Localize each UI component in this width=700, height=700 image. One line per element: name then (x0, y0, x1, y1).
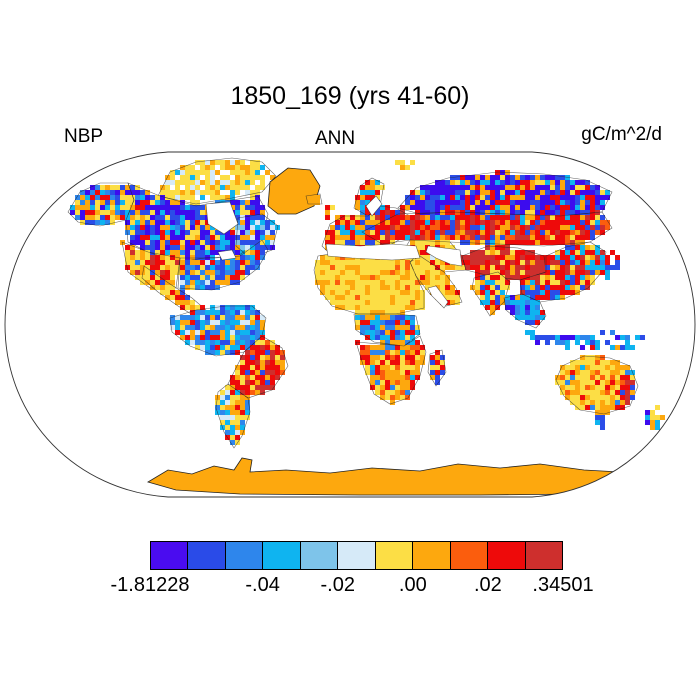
colorbar (150, 541, 563, 570)
region-brazil (230, 335, 285, 400)
colorbar-segment (151, 542, 188, 569)
colorbar-segment (262, 542, 300, 569)
region-new-zealand (645, 405, 665, 430)
region-siberia-north (400, 170, 610, 215)
plot-title: 1850_169 (yrs 41-60) (230, 82, 470, 110)
colorbar-segment (487, 542, 525, 569)
region-svalbard (395, 160, 415, 170)
colorbar-tick-label: .02 (474, 574, 502, 596)
region-tasmania (595, 415, 605, 430)
region-us-east (180, 240, 265, 290)
colorbar-tick-label: -.04 (245, 574, 280, 596)
colorbar-segment (299, 542, 338, 569)
region-africa-south (355, 340, 425, 405)
colorbar-tick-label: -1.81228 (110, 574, 190, 596)
units-label: gC/m^2/d (581, 124, 662, 145)
lake-caspian-black-sea (425, 245, 463, 267)
region-alaska (70, 185, 135, 225)
variable-label: NBP (64, 126, 104, 147)
colorbar-segment (449, 542, 488, 569)
region-australia-east-coast (620, 375, 635, 405)
colorbar-tick-label: .34501 (532, 574, 594, 596)
region-iceland (305, 195, 320, 205)
lake-red-sea (427, 285, 449, 309)
colorbar-tick-label: .00 (398, 574, 427, 596)
region-congo (355, 315, 420, 345)
region-india (470, 270, 510, 315)
colorbar-tick-label: -.02 (320, 574, 355, 596)
lake-great-lakes (217, 249, 237, 261)
colorbar-segment (224, 542, 263, 569)
colorbar-segment (412, 542, 450, 569)
region-scandinavia (355, 180, 385, 215)
region-japan-korea (600, 250, 620, 280)
region-russia-midband (365, 210, 610, 245)
region-antarctica (147, 457, 651, 496)
region-south-america-north (170, 305, 265, 355)
colorbar-segment (337, 542, 375, 569)
lake-mediterranean-sea (325, 243, 421, 261)
region-central-asia (460, 245, 545, 280)
region-madagascar (430, 350, 445, 385)
lake-hudson-bay (205, 201, 239, 235)
region-greenland (267, 167, 321, 215)
region-uk-ireland (325, 205, 340, 220)
projection-border (4, 151, 696, 498)
lake-baltic-sea (365, 195, 383, 217)
colorbar-segment (374, 542, 413, 569)
region-se-asia (505, 295, 545, 325)
region-indonesia-newguinea (525, 330, 645, 350)
season-label: ANN (314, 128, 356, 149)
region-sahara (315, 250, 425, 315)
colorbar-segment (187, 542, 225, 569)
colorbar-segment (524, 542, 562, 569)
